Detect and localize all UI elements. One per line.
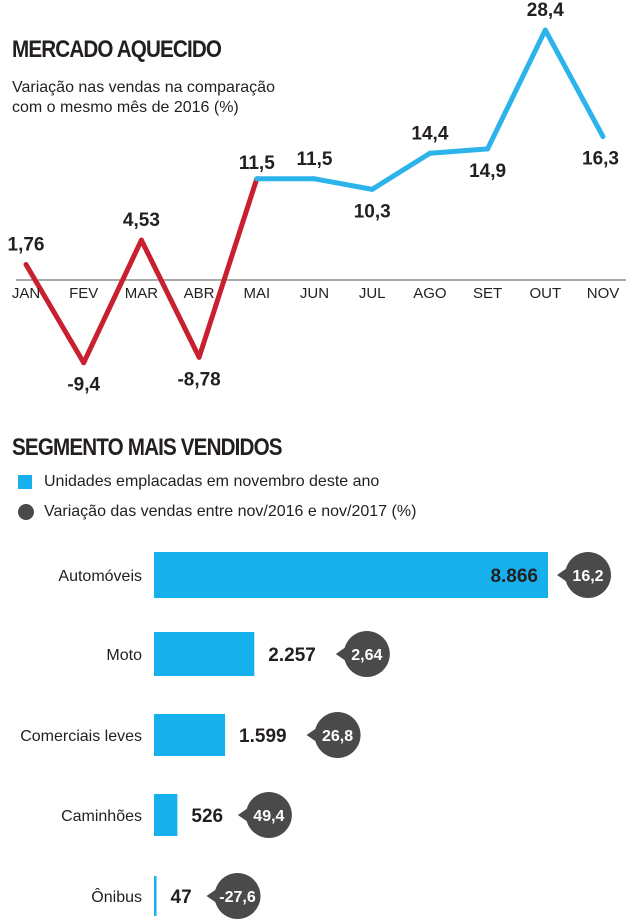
value-label-caminhões: 526: [191, 806, 223, 827]
line-segment-fev-mar: [81, 237, 144, 366]
bar-caminhões: [154, 794, 178, 836]
subtitle-line-2: com o mesmo mês de 2016 (%): [12, 99, 239, 116]
x-tick-mar: MAR: [125, 285, 159, 302]
line-segment-abr-mai: [196, 176, 260, 360]
bar-comerciais-leves: [154, 714, 226, 756]
data-label-mar: 4,53: [123, 210, 160, 231]
x-tick-out: OUT: [529, 285, 561, 302]
bar-moto: [154, 632, 255, 676]
variation-badge-pointer-automóveis: [557, 566, 570, 584]
bar-automóveis: [154, 552, 548, 598]
value-label-moto: 2.257: [268, 645, 316, 666]
value-label-comerciais-leves: 1.599: [239, 726, 287, 747]
legend-variation: Variação das vendas entre nov/2016 e nov…: [18, 503, 416, 521]
category-label-moto: Moto: [106, 647, 142, 664]
line-segment-mar-abr: [138, 237, 202, 360]
x-tick-jul: JUL: [359, 285, 386, 302]
value-label-automóveis: 8.866: [490, 566, 538, 587]
data-label-jan: 1,76: [8, 235, 45, 256]
line-segment-jun-jul: [312, 176, 375, 192]
bar-chart-title: SEGMENTO MAIS VENDIDOS: [12, 434, 283, 461]
line-segment-jan-fev: [23, 262, 87, 366]
variation-badge-pointer-caminhões: [237, 806, 251, 824]
variation-label-caminhões: 49,4: [253, 808, 284, 825]
bar-ônibus: [154, 876, 157, 916]
data-label-mai: 11,5: [239, 153, 275, 174]
legend-variation-swatch: [18, 504, 34, 520]
variation-badge-moto: [343, 631, 390, 677]
line-chart: JAN FEV MAR ABR MAI JUN JUL AGO SET OUT NOV 1,76 -9,…: [8, 0, 626, 396]
legend-variation-label: Variação das vendas entre nov/2016 e nov…: [44, 503, 417, 520]
x-tick-set: SET: [473, 285, 502, 302]
variation-badge-automóveis: [565, 552, 611, 598]
line-chart-title: MERCADO AQUECIDO: [12, 36, 222, 63]
x-tick-fev: FEV: [69, 285, 98, 302]
data-label-out: 28,4: [527, 0, 564, 21]
data-label-jun: 11,5: [297, 149, 333, 170]
variation-badge-pointer-moto: [335, 645, 349, 663]
variation-badge-caminhões: [245, 792, 292, 838]
category-label-comerciais-leves: Comerciais leves: [20, 728, 142, 745]
variation-badge-comerciais-leves: [314, 712, 361, 758]
variation-badge-pointer-comerciais-leves: [306, 726, 320, 744]
line-segment-jul-ago: [369, 150, 433, 192]
data-label-ago: 14,4: [411, 123, 448, 144]
x-tick-mai: MAI: [243, 285, 270, 302]
variation-label-comerciais-leves: 26,8: [322, 728, 353, 745]
subtitle-line-1: Variação nas vendas na comparação: [12, 79, 275, 96]
line-segment-set-out: [485, 27, 548, 152]
legend-units: Unidades emplacadas em novembro deste an…: [18, 473, 379, 491]
legend-units-label: Unidades emplacadas em novembro deste an…: [44, 473, 380, 490]
line-segment-out-nov: [542, 27, 606, 140]
data-label-set: 14,9: [469, 161, 506, 182]
data-label-fev: -9,4: [67, 375, 100, 396]
x-tick-jun: JUN: [300, 285, 329, 302]
data-label-abr: -8,78: [177, 369, 220, 390]
category-label-caminhões: Caminhões: [61, 808, 142, 825]
category-label-automóveis: Automóveis: [58, 568, 142, 585]
x-tick-nov: NOV: [587, 285, 620, 302]
variation-badge-ônibus: [214, 873, 261, 919]
variation-label-moto: 2,64: [351, 647, 382, 664]
legend-units-swatch: [18, 475, 32, 489]
x-tick-abr: ABR: [184, 285, 215, 302]
x-tick-ago: AGO: [413, 285, 446, 302]
data-label-nov: 16,3: [582, 149, 619, 170]
variation-label-ônibus: -27,6: [219, 889, 256, 906]
variation-badge-pointer-ônibus: [206, 887, 220, 905]
line-chart-subtitle: Variação nas vendas na comparação com o …: [12, 78, 275, 118]
data-label-jul: 10,3: [354, 201, 391, 222]
value-label-ônibus: 47: [171, 887, 192, 908]
variation-label-automóveis: 16,2: [572, 568, 603, 585]
x-tick-jan: JAN: [12, 285, 40, 302]
line-segment-ago-set: [427, 146, 491, 156]
category-label-ônibus: Ônibus: [91, 887, 142, 906]
